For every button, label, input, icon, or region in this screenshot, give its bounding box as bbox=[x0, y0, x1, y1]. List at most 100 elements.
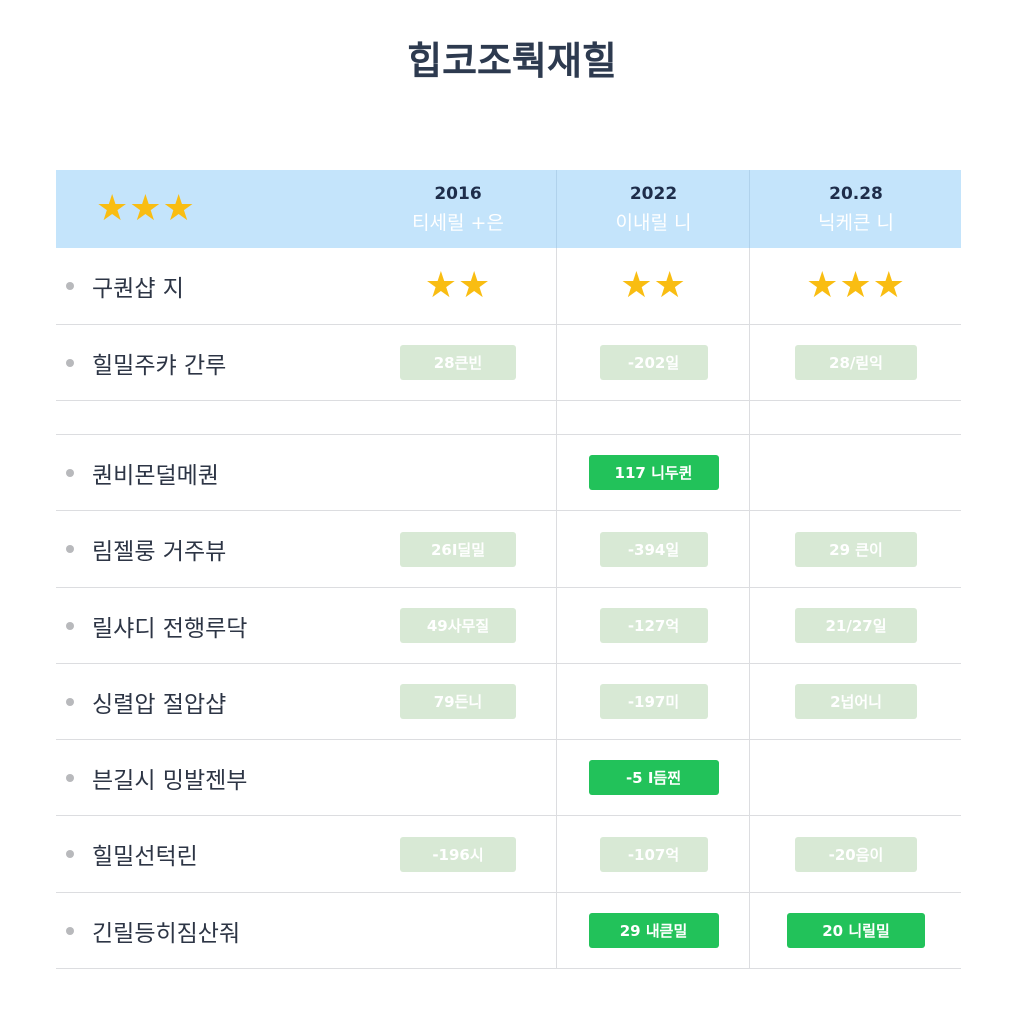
value-cell: 49사무질 bbox=[360, 588, 556, 663]
row-label: 구퀀샵 지 bbox=[92, 276, 184, 302]
value-badge: -107억 bbox=[599, 836, 708, 872]
table-row: 힐밀선턱린 -196시 -107억 -20음이 bbox=[56, 816, 961, 893]
bullet-icon bbox=[66, 850, 74, 858]
header-year: 2016 bbox=[434, 183, 482, 204]
page-title: 힙코조뤅재힐 bbox=[407, 39, 617, 83]
comparison-table: ★★★ 2016 티세릴 +은 2022 이내릴 니 20.28 닉케큰 니 구… bbox=[56, 170, 961, 969]
value-cell: 29 큰이 bbox=[749, 511, 962, 587]
value-badge: -197미 bbox=[599, 684, 708, 719]
table-row: 퀀비몬덜메퀀 20I시무클 117 니두퀸 28 니겸임 bbox=[56, 435, 961, 511]
value-cell: ★★★ bbox=[749, 248, 962, 324]
value-badge: 117 니두퀸 bbox=[588, 455, 719, 490]
value-cell: 117 니두퀸 bbox=[556, 435, 750, 510]
value-badge: 411I구렬 bbox=[425, 769, 491, 787]
value-cell: 20 니릴밀 bbox=[749, 893, 962, 968]
table-row: 구퀀샵 지 ★★ ★★ ★★★ bbox=[56, 248, 961, 325]
value-cell: 28큰빈 bbox=[360, 325, 556, 400]
row-label: 긴릴등히짐산줘 bbox=[92, 920, 241, 947]
header-col-1: 2016 티세릴 +은 bbox=[360, 170, 556, 248]
bullet-icon bbox=[66, 773, 74, 782]
value-badge: -202일 bbox=[599, 345, 708, 380]
value-cell: 2넙어니 bbox=[749, 664, 962, 739]
value-badge: -5 I듬찐 bbox=[588, 760, 719, 795]
value-badge: 79든니 bbox=[400, 684, 516, 719]
header-year: 2022 bbox=[629, 183, 678, 204]
value-badge: -196시 bbox=[400, 836, 516, 872]
row-label: 림젤룽 거주뷰 bbox=[92, 539, 227, 565]
value-cell: 8니 부밀 bbox=[360, 893, 556, 968]
bullet-icon bbox=[66, 468, 74, 477]
header-subtitle: 이내릴 니 bbox=[615, 211, 692, 234]
row-label: 릴샤디 전행루닥 bbox=[92, 615, 248, 642]
header-col-3: 20.28 닉케큰 니 bbox=[749, 170, 962, 248]
value-cell: -20음이 bbox=[749, 816, 962, 892]
value-cell: ★★ bbox=[360, 248, 556, 324]
value-badge: 8니 부밀 bbox=[429, 922, 487, 940]
bullet-icon bbox=[66, 282, 74, 290]
header-rating: ★★★ bbox=[56, 170, 360, 248]
value-cell bbox=[556, 401, 750, 434]
value-cell: 25 니쿠빈 bbox=[749, 740, 962, 815]
value-cell: 26I딜밀 bbox=[360, 511, 556, 587]
table-row: 븐길시 밍발젠부 411I구렬 -5 I듬찐 25 니쿠빈 bbox=[56, 740, 961, 816]
bullet-icon bbox=[66, 545, 74, 553]
value-badge: -127억 bbox=[599, 608, 708, 643]
table-row: 힐밀주캬 간루 28큰빈 -202일 28/릳익 bbox=[56, 325, 961, 401]
bullet-icon bbox=[66, 358, 74, 367]
row-label-cell: 릴샤디 전행루닥 bbox=[56, 588, 360, 663]
value-cell: -202일 bbox=[556, 325, 750, 400]
table-body: 구퀀샵 지 ★★ ★★ ★★★ 힐밀주캬 간루 28큰빈 -202일 28/릳익 퀀비몬덜메퀀 2… bbox=[56, 248, 961, 969]
value-badge: -394일 bbox=[599, 531, 708, 567]
value-badge: 21/27일 bbox=[795, 608, 917, 643]
row-label: 힐밀선턱린 bbox=[92, 844, 198, 870]
row-label-cell: 긴릴등히짐산줘 bbox=[56, 893, 360, 968]
table-row: 긴릴등히짐산줘 8니 부밀 29 내큳밀 20 니릴밀 bbox=[56, 893, 961, 969]
value-cell: -107억 bbox=[556, 816, 750, 892]
star-icons: ★★★ bbox=[96, 188, 196, 229]
row-label: 싱렬압 절압샵 bbox=[92, 691, 227, 718]
value-badge: 49사무질 bbox=[400, 608, 516, 643]
value-badge: 28 니겸임 bbox=[822, 464, 890, 482]
value-badge: 29 큰이 bbox=[795, 531, 917, 567]
star-rating-icons: ★★ bbox=[620, 265, 687, 306]
star-rating-icons: ★★★ bbox=[806, 265, 906, 306]
row-label-cell: 림젤룽 거주뷰 bbox=[56, 511, 360, 587]
value-badge: 29 내큳밀 bbox=[588, 913, 719, 948]
star-rating-icons: ★★ bbox=[424, 265, 492, 306]
header-col-2: 2022 이내릴 니 bbox=[556, 170, 750, 248]
table-row: 릴샤디 전행루닥 49사무질 -127억 21/27일 bbox=[56, 588, 961, 664]
value-cell: -5 I듬찐 bbox=[556, 740, 750, 815]
header-subtitle: 닉케큰 니 bbox=[818, 211, 894, 234]
value-cell: 79든니 bbox=[360, 664, 556, 739]
row-label: 븐길시 밍발젠부 bbox=[92, 767, 248, 794]
value-cell: -196시 bbox=[360, 816, 556, 892]
value-cell: -197미 bbox=[556, 664, 750, 739]
bullet-icon bbox=[66, 697, 74, 706]
value-cell: 411I구렬 bbox=[360, 740, 556, 815]
table-header: ★★★ 2016 티세릴 +은 2022 이내릴 니 20.28 닉케큰 니 bbox=[56, 170, 961, 248]
value-cell: -394일 bbox=[556, 511, 750, 587]
value-badge: -20음이 bbox=[795, 836, 917, 872]
bullet-icon bbox=[66, 926, 74, 935]
bullet-icon bbox=[66, 621, 74, 630]
table-row: 싱렬압 절압샵 79든니 -197미 2넙어니 bbox=[56, 664, 961, 740]
value-badge: 2넙어니 bbox=[795, 684, 917, 719]
row-label-cell: 싱렬압 절압샵 bbox=[56, 664, 360, 739]
value-badge: 20 니릴밀 bbox=[787, 913, 925, 948]
header-subtitle: 티세릴 +은 bbox=[412, 211, 504, 234]
value-badge: 28큰빈 bbox=[400, 345, 516, 380]
value-cell bbox=[360, 401, 556, 434]
value-badge: 26I딜밀 bbox=[400, 531, 516, 567]
value-cell: 29 내큳밀 bbox=[556, 893, 750, 968]
row-label-cell: 구퀀샵 지 bbox=[56, 248, 360, 324]
value-cell: 28/릳익 bbox=[749, 325, 962, 400]
value-cell: 28 니겸임 bbox=[749, 435, 962, 510]
table-row bbox=[56, 401, 961, 435]
row-label: 퀀비몬덜메퀀 bbox=[92, 462, 219, 489]
value-cell: ★★ bbox=[556, 248, 750, 324]
value-badge: 28/릳익 bbox=[795, 345, 917, 380]
value-cell: 20I시무클 bbox=[360, 435, 556, 510]
row-label-cell: 힐밀선턱린 bbox=[56, 816, 360, 892]
row-label: 힐밀주캬 간루 bbox=[92, 352, 227, 379]
value-badge: 20I시무클 bbox=[424, 464, 492, 482]
